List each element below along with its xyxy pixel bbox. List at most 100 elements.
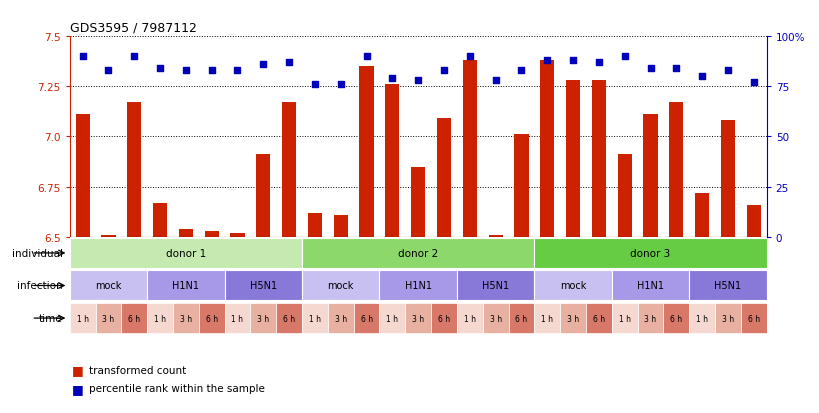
Text: H5N1: H5N1 <box>250 281 277 291</box>
Bar <box>70 238 301 268</box>
Point <box>205 68 218 74</box>
Bar <box>663 303 689 333</box>
Text: 3 h: 3 h <box>644 314 656 323</box>
Bar <box>102 235 115 237</box>
Text: 3 h: 3 h <box>257 314 269 323</box>
Text: transformed count: transformed count <box>88 365 186 375</box>
Text: 6 h: 6 h <box>360 314 372 323</box>
Text: 3 h: 3 h <box>566 314 578 323</box>
Point <box>618 54 631 60</box>
Bar <box>746 205 760 237</box>
Point <box>283 60 296 66</box>
Bar <box>565 81 580 237</box>
Bar <box>740 303 766 333</box>
Bar <box>379 303 405 333</box>
Bar <box>121 303 147 333</box>
Bar <box>153 203 167 237</box>
Bar <box>147 271 224 300</box>
Text: 1 h: 1 h <box>386 314 398 323</box>
Bar <box>720 121 734 237</box>
Bar <box>385 85 399 237</box>
Point <box>386 76 399 83</box>
Text: 1 h: 1 h <box>618 314 630 323</box>
Bar <box>714 303 740 333</box>
Bar <box>204 231 219 237</box>
Bar <box>75 115 89 237</box>
Bar <box>488 235 502 237</box>
Text: H1N1: H1N1 <box>172 281 199 291</box>
Text: donor 2: donor 2 <box>397 248 438 258</box>
Bar <box>127 103 141 237</box>
Bar <box>508 303 534 333</box>
Bar <box>224 271 301 300</box>
Text: 6 h: 6 h <box>283 314 295 323</box>
Point <box>334 82 347 88</box>
Text: 1 h: 1 h <box>76 314 88 323</box>
Text: time: time <box>39 313 62 323</box>
Text: 1 h: 1 h <box>309 314 320 323</box>
Bar <box>173 303 198 333</box>
Bar <box>230 233 244 237</box>
Text: H1N1: H1N1 <box>636 281 663 291</box>
Text: 3 h: 3 h <box>489 314 501 323</box>
Bar <box>256 155 270 237</box>
Bar <box>514 135 528 237</box>
Text: 3 h: 3 h <box>412 314 423 323</box>
Bar <box>431 303 456 333</box>
Bar <box>591 81 605 237</box>
Bar <box>617 155 631 237</box>
Point <box>437 68 450 74</box>
Bar <box>379 271 456 300</box>
Text: percentile rank within the sample: percentile rank within the sample <box>88 383 264 393</box>
Point <box>591 60 604 66</box>
Point <box>566 58 579 64</box>
Text: H1N1: H1N1 <box>405 281 431 291</box>
Bar <box>353 303 379 333</box>
Text: 1 h: 1 h <box>541 314 553 323</box>
Bar <box>410 167 425 237</box>
Point <box>540 58 553 64</box>
Point <box>231 68 244 74</box>
Bar <box>643 115 657 237</box>
Text: H5N1: H5N1 <box>482 281 509 291</box>
Text: 6 h: 6 h <box>747 314 759 323</box>
Point <box>256 62 269 69</box>
Bar <box>637 303 663 333</box>
Bar <box>70 303 95 333</box>
Point <box>669 66 682 72</box>
Bar <box>462 61 477 237</box>
Bar <box>147 303 173 333</box>
Bar <box>456 303 482 333</box>
Text: 6 h: 6 h <box>669 314 681 323</box>
Bar <box>695 193 708 237</box>
Text: 3 h: 3 h <box>334 314 346 323</box>
Bar <box>307 213 322 237</box>
Text: mock: mock <box>327 281 354 291</box>
Text: 6 h: 6 h <box>592 314 604 323</box>
Text: donor 3: donor 3 <box>630 248 670 258</box>
Bar <box>224 303 250 333</box>
Point <box>463 54 476 60</box>
Bar <box>534 238 766 268</box>
Text: 6 h: 6 h <box>515 314 527 323</box>
Bar <box>586 303 611 333</box>
Text: mock: mock <box>559 281 586 291</box>
Text: GDS3595 / 7987112: GDS3595 / 7987112 <box>70 21 197 35</box>
Point <box>721 68 734 74</box>
Bar <box>276 303 301 333</box>
Bar <box>437 119 450 237</box>
Bar <box>611 271 689 300</box>
Text: 3 h: 3 h <box>721 314 733 323</box>
Text: 1 h: 1 h <box>464 314 475 323</box>
Point <box>128 54 141 60</box>
Text: 6 h: 6 h <box>206 314 218 323</box>
Text: H5N1: H5N1 <box>713 281 740 291</box>
Bar <box>301 238 534 268</box>
Point <box>153 66 166 72</box>
Point <box>179 68 192 74</box>
Bar <box>282 103 296 237</box>
Point <box>746 80 759 86</box>
Text: 1 h: 1 h <box>695 314 708 323</box>
Text: 1 h: 1 h <box>231 314 243 323</box>
Text: 1 h: 1 h <box>154 314 166 323</box>
